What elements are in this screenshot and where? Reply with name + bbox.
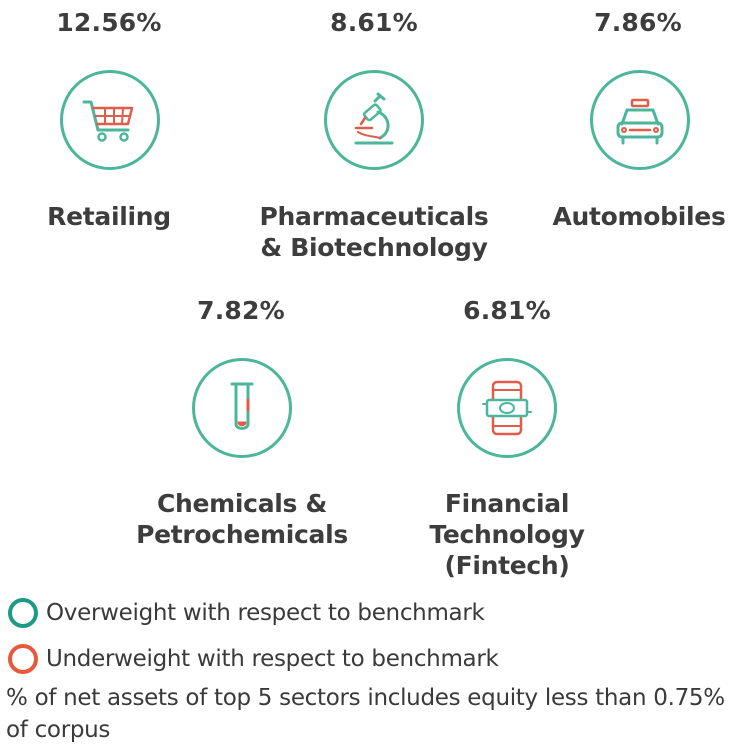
car-icon (590, 70, 690, 170)
mobile-payment-icon (457, 358, 557, 458)
sector-label: Chemicals & Petrochemicals (118, 488, 366, 550)
sector-percentage: 6.81% (463, 296, 551, 325)
footnote: % of net assets of top 5 sectors include… (6, 685, 725, 743)
sector-label-line: Pharmaceuticals (259, 202, 489, 231)
shopping-cart-icon (60, 70, 160, 170)
sector-label: Automobiles (546, 201, 732, 232)
sector-percentage: 7.82% (197, 296, 285, 325)
sector-label: Financial Technology (Fintech) (397, 488, 617, 581)
legend-underweight: Underweight with respect to benchmark (8, 644, 499, 674)
sector-label-line: Retailing (47, 202, 171, 231)
sector-label-line: (Fintech) (444, 551, 570, 580)
sector-label: Retailing (9, 201, 209, 232)
sector-label-line: Petrochemicals (136, 520, 348, 549)
sector-percentage: 7.86% (594, 8, 682, 37)
sector-label-line: Automobiles (552, 202, 726, 231)
overweight-ring-icon (8, 598, 38, 628)
sector-label: Pharmaceuticals & Biotechnology (255, 201, 493, 263)
underweight-ring-icon (8, 644, 38, 674)
microscope-icon (324, 70, 424, 170)
sector-percentage: 8.61% (330, 8, 418, 37)
sector-label-line: Chemicals & (156, 489, 328, 518)
sector-label-line: Technology (429, 520, 585, 549)
test-tube-icon (192, 358, 292, 458)
legend-overweight-text: Overweight with respect to benchmark (46, 600, 485, 626)
legend-underweight-text: Underweight with respect to benchmark (46, 646, 499, 672)
sector-label-line: & Biotechnology (260, 233, 488, 262)
legend-overweight: Overweight with respect to benchmark (8, 598, 485, 628)
sector-label-line: Financial (444, 489, 570, 518)
sector-percentage: 12.56% (56, 8, 162, 37)
